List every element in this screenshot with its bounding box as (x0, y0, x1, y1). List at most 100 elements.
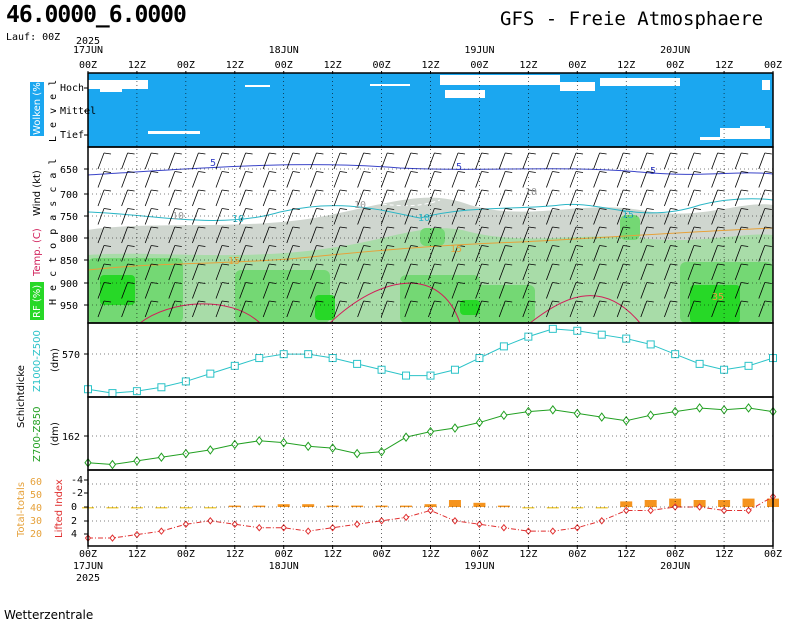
wind-barb (121, 282, 128, 299)
wind-barb (404, 263, 412, 281)
wind-barb-feather (174, 152, 182, 155)
wind-barb-feather (245, 245, 253, 247)
wind-barb (593, 152, 600, 170)
lifted-index-point (549, 527, 556, 535)
lifted-index-point (402, 513, 410, 522)
wind-barb (546, 282, 553, 299)
cloud-patch (445, 90, 485, 98)
wind-barb-feather (505, 263, 513, 266)
lifted-index-point (696, 503, 703, 511)
wind-barb-feather (198, 245, 206, 247)
thick-point (744, 361, 753, 370)
wind-barb-feather (103, 300, 112, 303)
wind-barb-feather (292, 152, 300, 155)
total-totals-bar (497, 505, 510, 508)
wind-barb (310, 282, 317, 299)
wind-barb-feather (174, 245, 182, 247)
wind-barb-feather (174, 189, 182, 192)
cloud-level-axis-title: L e v e l (48, 79, 59, 142)
wind-barb-feather (599, 300, 607, 303)
wind-barb-feather (363, 208, 371, 210)
z700-point (598, 412, 606, 422)
wind-barb (333, 245, 341, 262)
wind-barb (640, 263, 648, 281)
wind-barb-feather (646, 300, 654, 303)
wind-barb-feather (623, 300, 631, 303)
wind-barb (333, 152, 341, 170)
wind-barb-feather (316, 226, 324, 229)
wind-barb (192, 300, 199, 318)
wind-barb-feather (599, 263, 607, 266)
wind-barb (215, 171, 223, 188)
wind-barb-feather (387, 171, 395, 173)
wind-barb (498, 245, 506, 262)
wind-barb (215, 208, 223, 225)
total-totals-bar (106, 507, 119, 509)
run-label: Lauf: 00Z (6, 32, 61, 43)
wind-barb (286, 300, 294, 318)
wind-barb (333, 171, 341, 188)
wind-barb (546, 226, 553, 244)
wind-barb (711, 152, 718, 170)
wind-barb-feather (127, 226, 135, 229)
wind-barb (734, 171, 742, 188)
wind-barb-feather (528, 263, 536, 266)
wind-barb-feather (151, 263, 159, 266)
wind-barb (569, 171, 577, 188)
lifted-index-point (207, 517, 214, 525)
total-totals-tick: 60 (30, 477, 42, 488)
thick-point (108, 389, 117, 398)
wind-barb (357, 152, 364, 170)
wind-barb-feather (623, 226, 631, 229)
wind-barb-feather (245, 208, 253, 210)
lifted-index-point (158, 527, 165, 535)
wind-barb (192, 282, 199, 299)
wind-barb-feather (764, 263, 772, 266)
wind-barb-feather (410, 245, 418, 247)
wind-barb (428, 152, 435, 170)
wind-barb (262, 263, 270, 281)
bottom-time-tick: 00Z (275, 549, 293, 560)
wind-barb-feather (623, 208, 631, 210)
wind-barb-feather (339, 300, 348, 303)
wind-barb (97, 208, 105, 225)
humidity-high-area (315, 295, 335, 320)
wind-barb-feather (363, 300, 371, 303)
wind-barb-feather (481, 189, 489, 192)
wind-barb-feather (481, 245, 489, 247)
wind-barb-feather (151, 300, 159, 303)
wind-barb (357, 189, 364, 207)
wind-barb (687, 171, 695, 188)
wind-barb-feather (481, 263, 489, 266)
wind-barb-feather (387, 263, 395, 266)
wind-barb-feather (505, 226, 513, 229)
wind-barb-feather (764, 152, 772, 155)
pressure-tick-label: 700 (60, 190, 78, 201)
footer-brand: Wetterzentrale (4, 608, 94, 622)
wind-barb (121, 189, 128, 207)
wind-barb-feather (552, 245, 560, 247)
wind-barb (522, 263, 530, 281)
wind-barb-feather (481, 226, 489, 229)
wind-barb (687, 282, 695, 299)
thickness-tick-label: 570 (62, 350, 80, 361)
lifted-index-point (256, 523, 263, 532)
wind-barb (475, 300, 482, 318)
wind-barb-feather (717, 300, 725, 303)
top-time-tick: 00Z (79, 60, 97, 71)
wind-barb (168, 226, 176, 244)
wind-barb-feather (717, 171, 725, 173)
lifted-index-point (745, 506, 752, 515)
wind-barb (616, 263, 624, 281)
wind-barb (97, 263, 105, 281)
isotherm-label: 10 (172, 211, 184, 222)
wind-barb-feather (245, 282, 253, 284)
bottom-time-tick: 00Z (764, 549, 782, 560)
wind-barb-feather (316, 171, 324, 173)
z700-point (500, 410, 508, 421)
wind-barb-feather (387, 245, 395, 247)
wind-barb (451, 282, 459, 299)
total-totals-bar (571, 507, 584, 509)
wind-barb-feather (103, 226, 112, 229)
wind-barb (640, 189, 648, 207)
